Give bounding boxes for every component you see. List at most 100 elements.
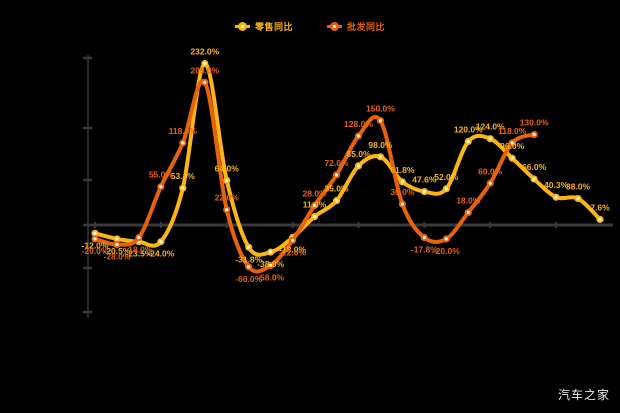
data-label: 205.0% [190, 65, 219, 75]
data-label: 40.3% [544, 180, 569, 190]
data-label: -12.0% [82, 240, 109, 250]
data-point [508, 154, 516, 162]
data-point [530, 175, 538, 183]
data-label: -17.8% [411, 245, 438, 255]
data-label: 98.0% [368, 140, 393, 150]
data-label: 22.0% [215, 193, 240, 203]
data-point [245, 263, 253, 271]
data-point [464, 137, 472, 146]
data-label: -20.0% [433, 246, 460, 256]
legend-label-wholesale: 批发同比 [347, 21, 386, 32]
data-point [376, 117, 385, 125]
data-label: 96.0% [500, 141, 525, 151]
data-label: 35.0% [324, 184, 349, 194]
data-label: 72.0% [324, 158, 349, 168]
data-label: -20.5% [103, 246, 130, 256]
data-label: -58.0% [257, 272, 284, 282]
data-label: 53.4% [171, 171, 196, 181]
data-point [552, 193, 560, 201]
data-point [530, 130, 538, 139]
data-point [332, 197, 341, 205]
series-line-wholesale [93, 78, 537, 274]
data-label: 47.6% [412, 175, 437, 185]
data-point [289, 236, 297, 244]
data-point [508, 139, 516, 147]
data-label: -23.5% [125, 249, 152, 259]
data-point [420, 188, 428, 196]
data-label: 30.0% [390, 187, 415, 197]
circle-marker-retail [234, 21, 250, 32]
series-layer [91, 59, 604, 274]
data-label-layer: -12.0%-20.5%-23.5%-24.0% 53.4% 232.0% 64.0%… [82, 47, 611, 284]
data-label: 150.0% [366, 104, 395, 114]
data-point [354, 162, 363, 170]
data-point [113, 235, 121, 243]
data-label: 64.0% [215, 163, 240, 173]
legend-item-retail[interactable]: 零售同比 [234, 20, 293, 33]
data-label: 128.0% [344, 119, 373, 129]
data-label: 7.6% [590, 202, 610, 212]
data-point [201, 78, 209, 86]
data-label: -22.0% [279, 247, 306, 257]
data-point [464, 208, 472, 217]
data-label: 18.0% [456, 195, 481, 205]
data-point [332, 171, 341, 179]
data-label: 130.0% [520, 118, 549, 128]
legend-label-retail: 零售同比 [254, 21, 293, 32]
data-label: 124.0% [476, 122, 505, 132]
data-point [223, 176, 231, 185]
data-point [91, 229, 99, 237]
data-point [157, 183, 165, 191]
data-label: -18.0% [125, 245, 152, 255]
data-point [179, 184, 187, 192]
data-point [267, 261, 275, 269]
data-point [157, 238, 165, 246]
data-point [223, 206, 231, 214]
chart-legend: 零售同比 批发同比 [0, 16, 620, 36]
data-point [354, 132, 363, 140]
data-label: -60.0% [235, 274, 262, 284]
data-label: 60.0% [478, 166, 503, 176]
data-point [486, 135, 494, 143]
data-label: -18.0% [279, 245, 306, 255]
data-point [376, 153, 385, 161]
data-point [201, 59, 209, 68]
data-point [398, 200, 406, 208]
data-label: 55.0% [149, 170, 174, 180]
data-point [113, 240, 121, 249]
data-point [91, 235, 99, 243]
data-label: 28.0% [303, 189, 328, 199]
data-point [310, 201, 319, 210]
data-label: 118.0% [498, 126, 527, 136]
watermark-autohome: 汽车之家 [557, 388, 610, 402]
data-point [179, 139, 187, 147]
data-point [398, 178, 406, 186]
data-label: 120.0% [454, 125, 483, 135]
axis-layer [83, 55, 613, 318]
data-point [486, 179, 494, 187]
data-label: -24.0% [147, 249, 174, 259]
data-point [574, 194, 582, 203]
data-label: 118.0% [169, 126, 198, 136]
data-label: 11.9% [303, 200, 327, 210]
data-label: 38.0% [566, 182, 591, 192]
data-label: 85.0% [346, 149, 371, 159]
data-point [442, 235, 450, 243]
data-label: -31.8% [235, 254, 262, 264]
data-label: 232.0% [190, 47, 219, 57]
legend-item-wholesale[interactable]: 批发同比 [327, 20, 385, 33]
data-point [267, 248, 275, 256]
data-label: -38.9% [257, 259, 284, 269]
data-point [135, 233, 143, 242]
circle-marker-wholesale [327, 21, 342, 32]
data-label: 61.8% [390, 165, 415, 175]
data-point [596, 215, 604, 224]
data-label: -20.0% [82, 246, 109, 256]
data-point [420, 233, 428, 242]
data-point [310, 213, 319, 221]
data-point [442, 185, 450, 193]
data-label: -28.0% [103, 251, 130, 261]
